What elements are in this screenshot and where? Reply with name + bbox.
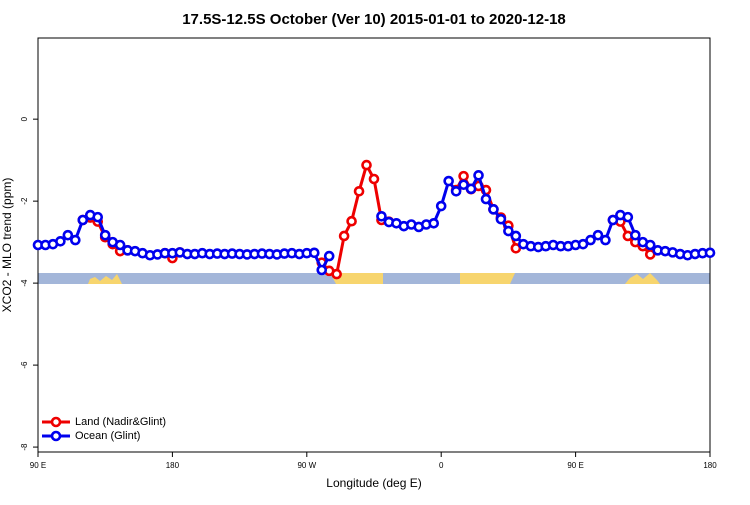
legend-label: Land (Nadir&Glint): [75, 416, 166, 428]
point: [376, 211, 387, 222]
surface-strip: [38, 273, 710, 284]
y-tick-label: -4: [20, 279, 29, 287]
point: [503, 225, 514, 237]
land-strip: [88, 274, 122, 284]
point: [308, 247, 320, 259]
point: [331, 268, 342, 280]
y-axis-label: XCO2 - MLO trend (ppm): [0, 178, 14, 313]
x-tick-label: 90 E: [567, 461, 583, 470]
point: [644, 239, 656, 251]
point: [92, 211, 104, 223]
x-tick-label: 0: [439, 461, 444, 470]
point: [55, 236, 66, 247]
point: [458, 170, 469, 182]
point: [630, 229, 641, 241]
point: [62, 229, 74, 241]
point: [488, 204, 499, 215]
point: [70, 234, 81, 246]
point: [704, 247, 716, 259]
y-tick-label: 0: [20, 116, 29, 121]
point: [510, 242, 522, 254]
point: [622, 211, 634, 223]
point: [450, 186, 462, 197]
legend-marker: [50, 430, 62, 442]
point: [316, 264, 328, 276]
y-tick-label: -8: [20, 443, 29, 451]
point: [644, 249, 656, 260]
point: [495, 213, 507, 225]
land-strip: [460, 273, 515, 284]
legend-marker: [50, 416, 62, 428]
point: [368, 173, 380, 185]
point: [338, 230, 350, 242]
point: [600, 234, 611, 246]
point: [77, 214, 89, 226]
x-tick-label: 180: [703, 461, 717, 470]
x-tick-label: 90 W: [297, 461, 316, 470]
point: [99, 229, 111, 241]
land-strip: [625, 273, 660, 284]
chart-title: 17.5S-12.5S October (Ver 10) 2015-01-01 …: [182, 11, 566, 28]
point: [361, 159, 372, 171]
point: [510, 230, 522, 242]
x-axis-label: Longitude (deg E): [326, 476, 421, 490]
point: [607, 214, 619, 226]
point: [346, 215, 357, 227]
point: [428, 217, 440, 229]
point: [435, 200, 447, 212]
point: [114, 239, 126, 251]
point: [465, 183, 477, 195]
legend-label: Ocean (Glint): [75, 430, 140, 442]
point: [473, 170, 484, 181]
x-tick-label: 90 E: [30, 461, 46, 470]
y-tick-label: -6: [20, 361, 29, 369]
point: [323, 250, 335, 262]
land-strip: [330, 273, 383, 284]
y-tick-label: -2: [20, 197, 29, 205]
plot-frame: [37, 37, 711, 453]
point: [353, 186, 365, 197]
point: [592, 229, 604, 241]
point: [443, 175, 454, 187]
point: [577, 238, 589, 250]
x-tick-label: 180: [166, 461, 180, 470]
point: [585, 234, 596, 246]
point: [458, 179, 469, 191]
point: [480, 193, 492, 205]
